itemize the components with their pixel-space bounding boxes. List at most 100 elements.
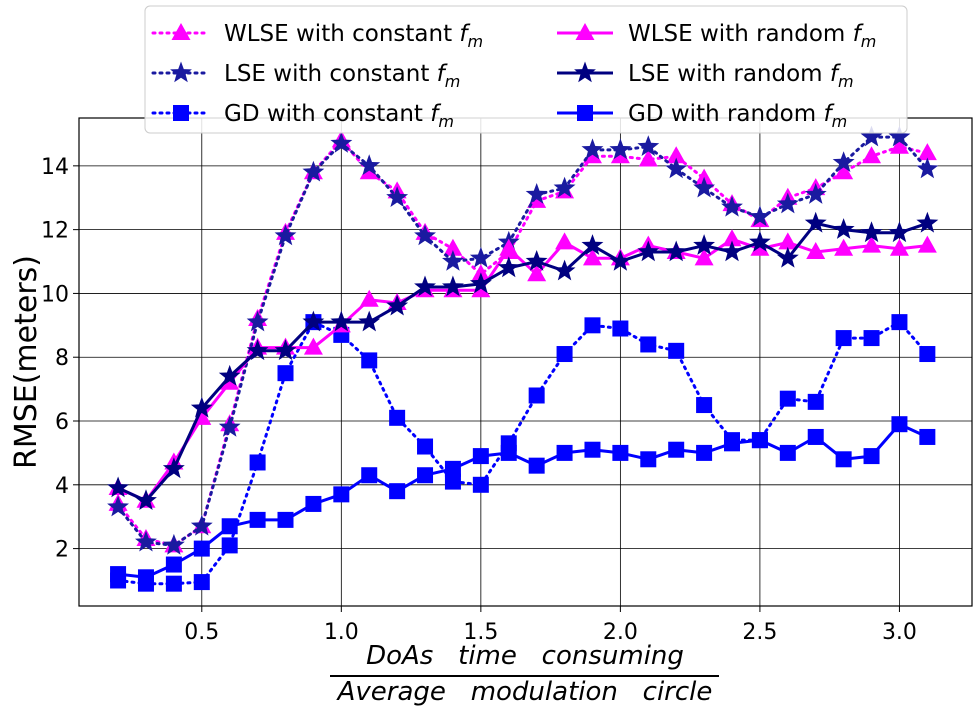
legend-label: WLSE with random fm [628, 21, 876, 51]
data-point-square [724, 435, 741, 452]
data-point-triangle [638, 149, 658, 167]
data-point-star [274, 224, 297, 246]
data-point-star [190, 396, 213, 418]
data-point-square [640, 451, 657, 468]
series-line [117, 237, 928, 503]
data-point-square [417, 438, 434, 455]
data-point-square [165, 556, 182, 573]
data-point-star [832, 218, 855, 239]
data-point-star [274, 339, 297, 361]
data-point-star [107, 476, 129, 498]
data-point-star [804, 183, 827, 204]
series-lse-with-constant-fm [107, 125, 939, 555]
data-point-star [581, 138, 604, 160]
data-point-star [135, 489, 157, 510]
data-point-square [556, 444, 573, 461]
data-point-square [137, 569, 154, 586]
legend: WLSE with constant fm LSE with constant f… [144, 5, 908, 134]
data-point-square [779, 444, 796, 461]
data-point-star [525, 250, 548, 271]
data-point-square [389, 409, 406, 426]
data-point-triangle [862, 235, 882, 253]
data-point-square [361, 467, 378, 484]
data-point-square [835, 451, 852, 468]
data-point-star [107, 495, 129, 517]
data-point-square [919, 428, 936, 445]
data-point-square [891, 416, 908, 433]
data-point-star [497, 256, 520, 278]
x-tick-label: 2.0 [603, 620, 638, 645]
data-point-star [218, 364, 241, 386]
legend-entry: WLSE with constant fm [151, 21, 483, 51]
data-point-star [804, 211, 827, 233]
data-point-star [386, 186, 409, 207]
data-point-star [581, 234, 604, 255]
data-point-square [193, 574, 210, 591]
data-point-star [860, 125, 883, 147]
data-point-star [525, 183, 548, 204]
data-point-square [110, 566, 127, 583]
data-point-star [414, 275, 436, 297]
data-point-star [888, 221, 911, 243]
legend-label: LSE with random fm [628, 61, 854, 91]
legend-entry: LSE with random fm [557, 61, 854, 91]
data-point-triangle [889, 238, 909, 256]
data-point-square [779, 390, 796, 407]
data-point-square [472, 476, 489, 493]
data-point-star [330, 132, 353, 153]
data-point-triangle [555, 232, 575, 250]
data-point-square [612, 320, 629, 337]
data-point-square [193, 540, 210, 557]
x-tick-label: 3.0 [882, 620, 917, 645]
data-point-triangle [917, 235, 937, 253]
data-point-square [807, 393, 824, 410]
data-point-star [916, 157, 939, 179]
data-point-square [221, 518, 238, 535]
x-tick-label: 1.0 [324, 620, 359, 645]
data-point-star [246, 339, 269, 361]
data-point-square [835, 330, 852, 347]
data-point-star [358, 310, 381, 332]
data-point-triangle [499, 238, 519, 256]
data-point-square [333, 486, 350, 503]
data-point-square [249, 511, 266, 528]
data-point-square [472, 448, 489, 465]
plot-area-frame [78, 117, 973, 607]
data-point-triangle [582, 146, 602, 164]
legend-label: GD with random fm [628, 101, 847, 131]
y-axis-label: RMSE(meters) [9, 255, 44, 469]
y-tick-label: 10 [41, 282, 69, 307]
data-point-triangle [889, 136, 909, 154]
legend-marker-square [577, 105, 593, 121]
data-point-square [417, 467, 434, 484]
data-point-square [277, 511, 294, 528]
series-gd-with-random-fm [110, 416, 936, 586]
data-point-star [302, 160, 325, 182]
data-point-triangle [471, 280, 491, 298]
y-tick-label: 8 [55, 346, 69, 371]
data-point-star [637, 135, 660, 156]
data-point-triangle [834, 238, 854, 256]
legend-entry: WLSE with random fm [557, 21, 876, 51]
data-point-star [693, 234, 715, 255]
data-point-star [358, 154, 381, 176]
data-point-star [302, 310, 325, 332]
data-point-square [500, 444, 517, 461]
data-point-star [190, 514, 213, 536]
data-point-star [218, 415, 241, 437]
data-point-square [444, 460, 461, 477]
data-point-star [609, 250, 632, 271]
y-tick-label: 2 [55, 538, 69, 563]
data-point-triangle [610, 146, 630, 164]
data-point-square [165, 575, 182, 592]
data-point-square [361, 352, 378, 369]
x-axis-label-denominator: Average modulation circle [336, 677, 713, 707]
data-point-square [249, 454, 266, 471]
data-point-square [612, 444, 629, 461]
series-wlse-with-random-fm [108, 229, 937, 508]
legend-marker-square [173, 105, 189, 121]
data-point-triangle [862, 146, 882, 164]
axis-ticks: 0.5 1.0 1.5 2.0 2.5 3.0 2 4 6 8 10 12 14 [41, 155, 917, 645]
legend-marker-triangle [171, 23, 191, 40]
